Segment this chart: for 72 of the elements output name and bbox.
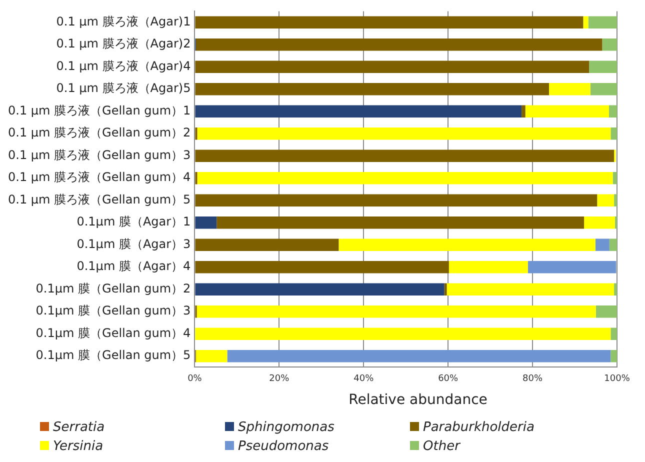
x-tick-label: 40%	[354, 374, 374, 384]
bar	[614, 283, 617, 296]
y-tick-label: 0.1µm 膜（Agar）1	[76, 214, 191, 229]
bar	[195, 150, 614, 162]
y-tick-label: 0.1µm 膜（Gellan gum）3	[36, 304, 191, 318]
bar	[525, 105, 609, 118]
x-tick-label: 60%	[438, 374, 459, 384]
bar	[195, 60, 590, 73]
bar	[448, 260, 528, 274]
bar	[610, 350, 617, 362]
bar	[195, 194, 598, 206]
bar	[446, 283, 614, 296]
bar	[597, 194, 614, 206]
bar	[195, 105, 522, 118]
bar	[195, 328, 611, 340]
bar	[612, 172, 617, 184]
legend-label: Serratia	[52, 420, 106, 435]
bar	[583, 16, 588, 28]
bar	[608, 105, 617, 118]
legend-label: Paraburkholderia	[422, 420, 536, 435]
y-tick-label: 0.1µm 膜（Gellan gum）5	[36, 348, 191, 362]
legend-label: Yersinia	[52, 439, 104, 454]
bar	[549, 82, 590, 96]
bar	[595, 238, 610, 251]
x-axis-title: Relative abundance	[348, 392, 488, 408]
bar	[195, 260, 449, 274]
y-tick-label: 0.1µm 膜（Gellan gum）2	[36, 281, 191, 296]
y-tick-label: 0.1 µm 膜ろ液（Gellan gum）3	[8, 148, 191, 162]
bar	[195, 82, 550, 96]
bar	[197, 127, 611, 140]
bar	[522, 105, 526, 118]
bar	[227, 350, 611, 362]
bar	[614, 194, 617, 206]
bar	[602, 38, 617, 51]
bar	[528, 260, 616, 274]
y-tick-label: 0.1 µm 膜ろ液（Agar)5	[56, 81, 191, 96]
x-tick-label: 20%	[269, 374, 290, 384]
x-tick-label: 0%	[188, 374, 202, 384]
bar	[610, 328, 617, 340]
bar	[196, 350, 228, 362]
bar	[589, 60, 617, 73]
bar	[590, 82, 617, 96]
y-tick-label: 0.1 µm 膜ろ液（Gellan gum）5	[8, 192, 191, 206]
y-tick-label: 0.1µm 膜（Agar）3	[76, 236, 191, 251]
bar	[195, 216, 217, 229]
bar	[196, 38, 602, 51]
bar	[444, 283, 447, 296]
bar	[216, 216, 584, 229]
bar	[609, 238, 617, 251]
bar	[588, 16, 617, 28]
bar	[610, 127, 617, 140]
x-tick-label: 80%	[522, 374, 543, 384]
bar	[195, 16, 584, 28]
y-tick-label: 0.1 µm 膜ろ液（Agar)4	[56, 58, 191, 73]
legend-label: Other	[422, 439, 462, 454]
bar	[584, 216, 615, 229]
bar	[196, 305, 596, 318]
y-tick-label: 0.1 µm 膜ろ液（Gellan gum）4	[8, 170, 191, 184]
y-tick-label: 0.1 µm 膜ろ液（Gellan gum）2	[8, 126, 191, 140]
y-tick-label: 0.1µm 膜（Gellan gum）4	[36, 326, 191, 340]
legend-label: Sphingomonas	[237, 420, 336, 435]
bar	[195, 238, 339, 251]
bar	[195, 283, 444, 296]
bar	[596, 305, 617, 318]
bar	[338, 238, 596, 251]
y-tick-label: 0.1 µm 膜ろ液（Gellan gum）1	[8, 103, 191, 118]
y-tick-label: 0.1 µm 膜ろ液（Agar)1	[56, 14, 191, 28]
y-tick-label: 0.1µm 膜（Agar）4	[76, 259, 191, 274]
legend-label: Pseudomonas	[237, 439, 330, 454]
bar	[197, 172, 613, 184]
x-tick-label: 100%	[604, 374, 630, 384]
y-tick-label: 0.1 µm 膜ろ液（Agar)2	[56, 36, 191, 51]
